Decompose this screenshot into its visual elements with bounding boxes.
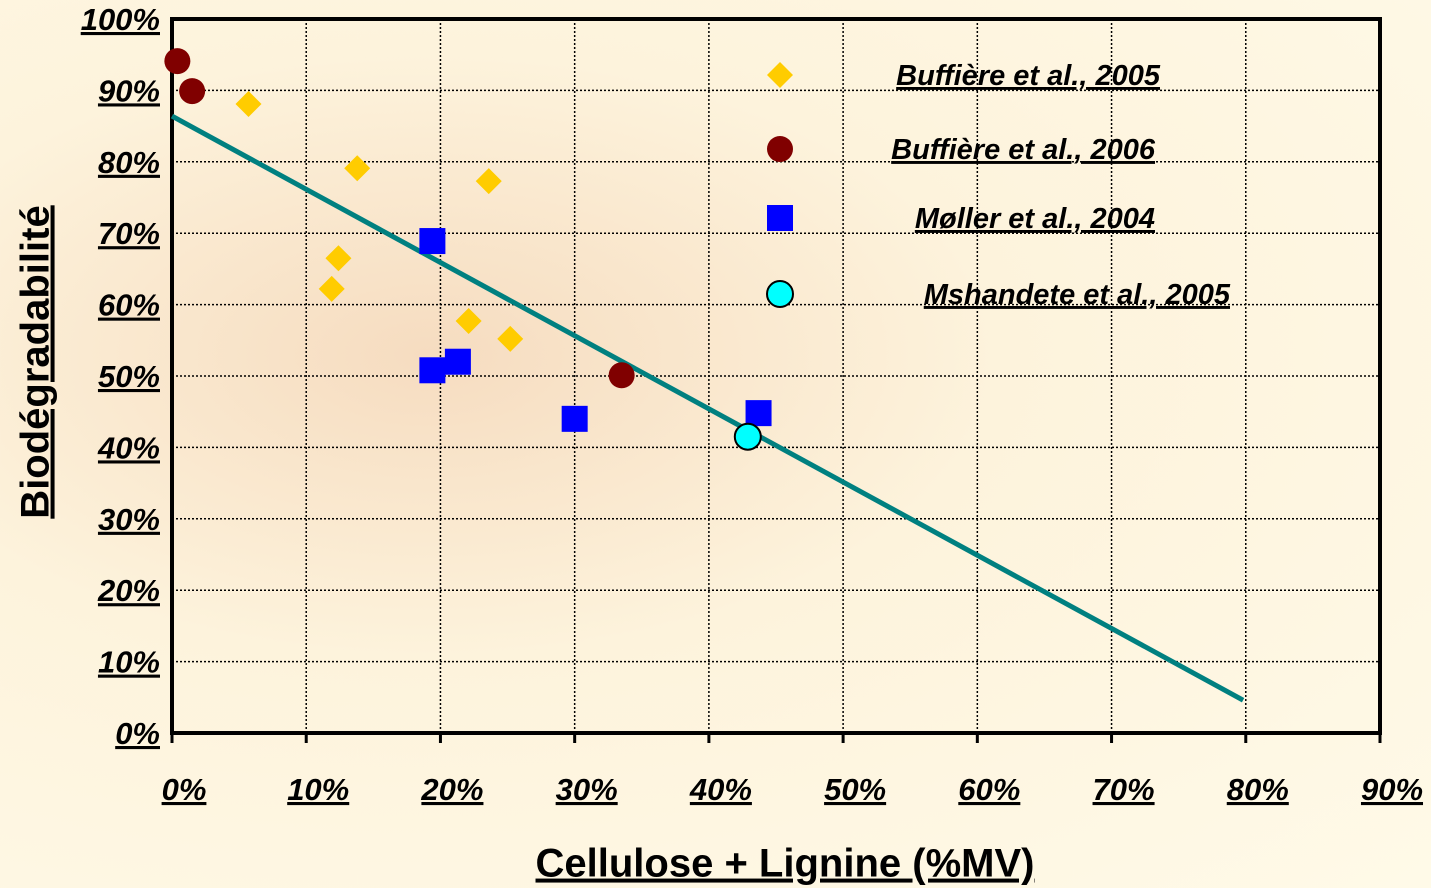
y-tick-label: 20% [97,573,160,608]
x-tick-label: 20% [420,772,483,807]
point [344,155,370,181]
y-tick-label: 70% [98,216,160,251]
point [562,406,588,432]
y-tick-label: 60% [98,288,160,323]
point [476,168,502,194]
x-tick-label: 90% [1361,772,1423,807]
point [236,91,262,117]
point [456,308,482,334]
y-tick-label: 100% [81,2,160,37]
point [419,357,445,383]
x-tick-label: 80% [1227,772,1289,807]
point [164,48,190,74]
legend-marker [767,62,793,88]
legend-label: Mshandete et al., 2005 [924,279,1231,311]
page: {"chart_data": {"type": "scatter", "xlab… [0,0,1431,888]
legend-label: Buffière et al., 2006 [891,134,1156,166]
y-tick-label: 10% [98,645,160,680]
x-tick-label: 30% [556,772,618,807]
point [325,245,351,271]
y-tick-label: 0% [115,716,160,751]
y-tick-label: 80% [98,145,160,180]
x-tick-label: 10% [287,772,349,807]
y-tick-label: 50% [98,359,160,394]
legend-marker [767,281,793,307]
point [445,349,471,375]
legend-marker [767,205,793,231]
legend-marker [767,136,793,162]
point [497,326,523,352]
point [609,362,635,388]
x-tick-label: 70% [1093,772,1155,807]
point [419,228,445,254]
point [735,424,761,450]
x-tick-label: 40% [689,772,752,807]
y-tick-label: 90% [98,73,160,108]
x-axis-label: Cellulose + Lignine (%MV) [536,842,1035,886]
x-tick-label: 60% [958,772,1020,807]
chart: Cellulose + Lignine (%MV) Biodégradabili… [0,0,1431,888]
legend-label: Møller et al., 2004 [915,203,1155,235]
y-tick-label: 30% [98,502,160,537]
y-tick-label: 40% [97,430,160,465]
y-axis-label: Biodégradabilité [14,205,58,518]
x-tick-label: 50% [824,772,886,807]
point [746,400,772,426]
point [179,78,205,104]
point [319,276,345,302]
x-tick-label: 0% [162,772,207,807]
legend-label: Buffière et al., 2005 [896,60,1161,92]
